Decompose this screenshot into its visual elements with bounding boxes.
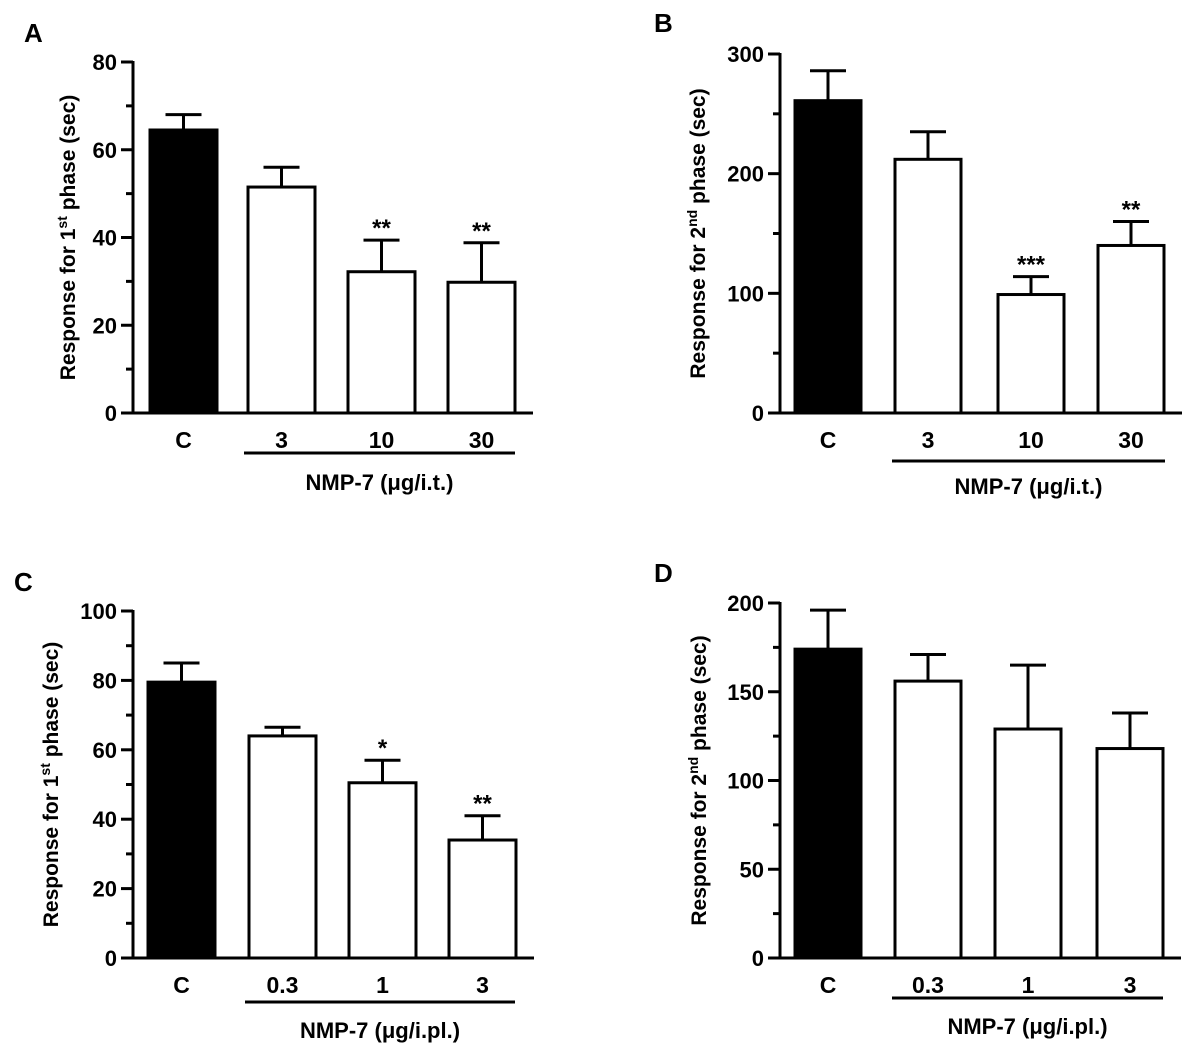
y-axis-title-rest: phase (sec): [687, 88, 710, 209]
y-tick-label: 60: [93, 138, 117, 163]
significance-marker: ***: [1017, 252, 1046, 279]
significance-marker: **: [472, 218, 491, 245]
y-tick-label: 50: [740, 857, 764, 882]
bar: [1096, 243, 1166, 415]
y-tick-label: 80: [93, 50, 117, 75]
x-tick-label: 3: [476, 972, 489, 998]
y-axis-title: Response for 2nd phase (sec): [684, 88, 710, 378]
bar: [793, 647, 863, 960]
y-axis-title: Response for 1st phase (sec): [37, 642, 63, 928]
bar: [893, 679, 963, 960]
x-tick-label: 3: [922, 427, 935, 453]
x-tick-label: C: [173, 972, 190, 998]
y-tick-label: 100: [727, 281, 764, 306]
significance-marker: *: [378, 735, 388, 762]
significance-marker: **: [372, 215, 391, 242]
y-tick-label: 40: [93, 807, 117, 832]
y-axis-title: Response for 2nd phase (sec): [685, 635, 711, 925]
dose-group-label: NMP-7 (μg/i.t.): [306, 470, 454, 495]
bar: [246, 185, 317, 415]
y-tick-label: 20: [93, 877, 117, 902]
y-tick-label: 200: [727, 591, 764, 616]
x-tick-label: 30: [1118, 427, 1144, 453]
x-tick-label: C: [175, 427, 192, 453]
y-axis-title-superscript: nd: [685, 757, 701, 774]
panel-d: D Response for 2nd phase (sec) NMP-7 (μg…: [654, 558, 1181, 1039]
panel-c: C Response for 1st phase (sec) NMP-7 (μg…: [14, 567, 534, 1043]
y-tick-label: 80: [93, 668, 117, 693]
y-axis-title: Response for 1st phase (sec): [54, 95, 80, 381]
significance-marker: **: [473, 791, 492, 818]
y-axis-title-rest: phase (sec): [688, 635, 711, 756]
bar: [446, 280, 517, 415]
y-tick-label: 300: [727, 42, 764, 67]
y-tick-label: 0: [752, 401, 764, 426]
bar: [347, 781, 418, 960]
y-tick-label: 0: [105, 401, 117, 426]
panel-label: A: [24, 18, 43, 48]
y-tick-label: 0: [105, 946, 117, 971]
y-axis-title-superscript: st: [54, 216, 70, 229]
y-axis-title-main: Response for 1: [40, 775, 63, 927]
dose-group-label: NMP-7 (μg/i.t.): [955, 474, 1103, 499]
y-axis-title-rest: phase (sec): [40, 642, 63, 763]
significance-marker: **: [1122, 197, 1141, 224]
bar: [146, 680, 217, 960]
y-axis-title-superscript: nd: [684, 210, 700, 227]
panel-label: D: [654, 558, 673, 588]
x-tick-label: C: [820, 972, 837, 998]
y-tick-label: 20: [93, 313, 117, 338]
y-tick-label: 0: [752, 946, 764, 971]
y-axis-title-rest: phase (sec): [57, 95, 80, 216]
y-tick-label: 200: [727, 162, 764, 187]
x-tick-label: 3: [275, 427, 288, 453]
panel-label: B: [654, 8, 673, 38]
bar: [993, 727, 1063, 960]
x-tick-label: C: [820, 427, 837, 453]
bar: [1095, 747, 1165, 960]
bar: [447, 838, 518, 960]
bar: [893, 157, 963, 415]
y-axis-title-main: Response for 1: [57, 228, 80, 380]
dose-group-label: NMP-7 (μg/i.pl.): [947, 1014, 1107, 1039]
y-tick-label: 60: [93, 738, 117, 763]
x-tick-label: 0.3: [267, 972, 299, 998]
bar: [148, 128, 219, 415]
y-tick-label: 40: [93, 226, 117, 251]
bar: [346, 270, 417, 415]
x-tick-label: 1: [1022, 972, 1035, 998]
dose-group-label: NMP-7 (μg/i.pl.): [300, 1018, 460, 1043]
y-axis-title-main: Response for 2: [688, 774, 711, 926]
x-tick-label: 0.3: [912, 972, 944, 998]
x-tick-label: 30: [469, 427, 495, 453]
y-tick-label: 150: [727, 680, 764, 705]
panel-b: B Response for 2nd phase (sec) NMP-7 (μg…: [654, 8, 1182, 499]
x-tick-label: 1: [376, 972, 389, 998]
bar: [793, 99, 863, 415]
panel-a: A Response for 1st phase (sec) NMP-7 (μg…: [24, 18, 533, 495]
y-tick-label: 100: [80, 599, 117, 624]
x-tick-label: 10: [369, 427, 395, 453]
panel-label: C: [14, 567, 33, 597]
x-tick-label: 3: [1124, 972, 1137, 998]
x-tick-label: 10: [1018, 427, 1044, 453]
y-axis-title-superscript: st: [37, 763, 53, 776]
bar: [247, 734, 318, 960]
y-axis-title-main: Response for 2: [687, 227, 710, 379]
bar: [996, 293, 1066, 415]
y-tick-label: 100: [727, 769, 764, 794]
